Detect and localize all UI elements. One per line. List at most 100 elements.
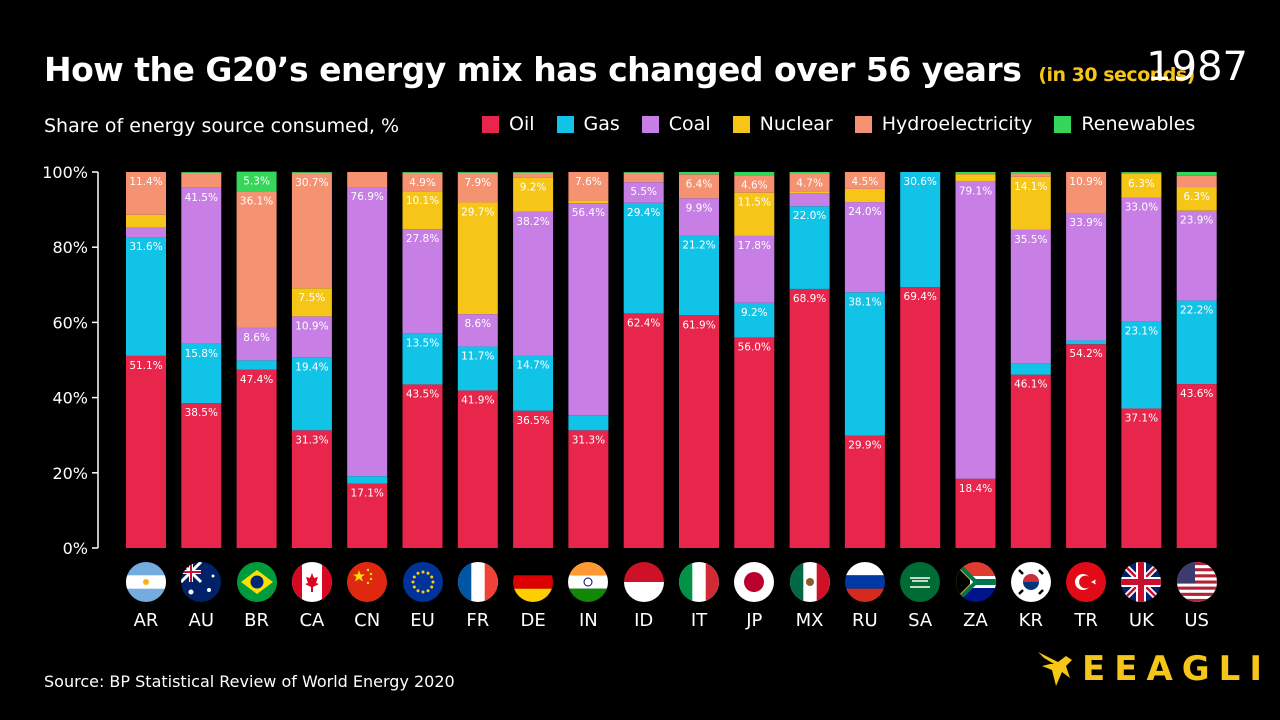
bar-segment-coal-eu	[402, 229, 443, 334]
data-label-nuclear-fr: 29.7%	[461, 206, 494, 218]
legend: Oil Gas Coal Nuclear Hydroelectricity Re…	[482, 113, 1217, 135]
bar-segment-oil-cn	[347, 483, 388, 548]
bar-segment-coal-au	[181, 187, 222, 344]
country-label-au: AU	[188, 610, 215, 631]
country-label-eu: EU	[410, 610, 435, 631]
data-label-oil-sa: 69.4%	[904, 291, 937, 303]
data-label-coal-eu: 27.8%	[406, 233, 439, 245]
data-label-coal-za: 79.1%	[959, 185, 992, 197]
bar-segment-hydroelectricity-it	[679, 174, 719, 199]
legend-swatch-hydro	[854, 115, 872, 133]
legend-swatch-coal	[641, 115, 659, 133]
bar-segment-coal-it	[679, 198, 719, 236]
flag-icon-sa	[900, 562, 941, 602]
brand-name: EEAGLI	[1082, 649, 1271, 689]
bar-segment-oil-kr	[1010, 374, 1051, 548]
bar-segment-gas-de	[513, 355, 554, 411]
bar-segment-hydroelectricity-us	[1176, 175, 1217, 188]
country-label-tr: TR	[1074, 610, 1098, 631]
data-label-oil-cn: 17.1%	[351, 488, 384, 500]
data-label-nuclear-jp: 11.5%	[738, 197, 771, 209]
bar-segment-hydroelectricity-ru	[844, 172, 885, 189]
bar-segment-oil-fr	[457, 390, 498, 548]
data-label-oil-de: 36.5%	[516, 415, 549, 427]
data-label-oil-ar: 51.1%	[129, 360, 162, 372]
data-label-gas-fr: 11.7%	[461, 350, 494, 362]
bar-segment-gas-it	[679, 235, 719, 316]
data-label-hydroelectricity-in: 7.6%	[575, 176, 602, 188]
bar-segment-renewables-kr	[1010, 172, 1051, 174]
data-label-coal-ru: 24.0%	[848, 206, 881, 218]
data-label-coal-in: 56.4%	[572, 207, 605, 219]
bar-segment-renewables-id	[623, 172, 664, 173]
data-label-hydroelectricity-ru: 4.5%	[852, 176, 879, 188]
bar-segment-coal-tr	[1066, 212, 1107, 341]
flag-icon-uk	[1121, 562, 1162, 602]
bar-segment-renewables-de	[513, 172, 554, 173]
data-label-gas-sa: 30.6%	[904, 176, 937, 188]
data-label-coal-tr: 33.9%	[1069, 217, 1102, 229]
data-label-coal-id: 5.5%	[630, 186, 657, 198]
legend-swatch-oil	[482, 115, 499, 133]
data-label-oil-in: 31.3%	[572, 434, 605, 446]
data-label-gas-id: 29.4%	[627, 207, 660, 219]
bar-segment-oil-us	[1176, 384, 1217, 548]
bar-segment-renewables-jp	[734, 172, 775, 176]
bar-segment-oil-ru	[844, 435, 885, 548]
legend-swatch-renewables	[1054, 115, 1072, 133]
bar-segment-nuclear-eu	[402, 191, 443, 230]
data-label-oil-br: 47.4%	[240, 374, 273, 386]
bar-segment-hydroelectricity-mx	[789, 173, 830, 192]
flag-icon-eu	[402, 562, 443, 602]
bar-segment-coal-ca	[291, 316, 332, 358]
bar-segment-gas-ar	[126, 237, 166, 356]
bar-segment-oil-ca	[291, 430, 332, 548]
y-tick-label: 0%	[63, 539, 88, 558]
bar-segment-hydroelectricity-uk	[1121, 172, 1162, 174]
data-label-hydroelectricity-ca: 30.7%	[295, 177, 328, 189]
bar-segment-coal-in	[568, 203, 609, 416]
data-label-gas-uk: 23.1%	[1125, 326, 1158, 338]
y-tick-label: 60%	[52, 313, 88, 332]
bar-segment-nuclear-us	[1176, 187, 1217, 211]
flag-icon-kr	[1010, 562, 1051, 602]
bar-segment-oil-it	[679, 315, 719, 548]
bar-segment-hydroelectricity-kr	[1010, 173, 1051, 177]
data-label-coal-jp: 17.8%	[738, 240, 771, 252]
data-label-oil-it: 61.9%	[682, 319, 715, 331]
legend-swatch-nuclear	[732, 115, 750, 133]
bar-segment-hydroelectricity-tr	[1066, 172, 1107, 213]
bar-segment-gas-uk	[1121, 321, 1162, 409]
country-label-ru: RU	[852, 610, 878, 631]
source-note: Source: BP Statistical Review of World E…	[44, 672, 455, 691]
flag-icon-ca	[291, 562, 332, 602]
data-label-oil-uk: 37.1%	[1125, 413, 1158, 425]
bar-segment-gas-fr	[457, 346, 498, 391]
legend-item-coal: Coal	[641, 113, 711, 135]
bar-segment-hydroelectricity-id	[623, 172, 664, 183]
legend-label-hydro: Hydroelectricity	[881, 113, 1033, 135]
y-tick-label: 80%	[52, 238, 88, 257]
legend-item-oil: Oil	[482, 113, 535, 135]
bar-segment-nuclear-fr	[457, 202, 498, 315]
brand-logo: EEAGLI	[1036, 648, 1271, 690]
data-label-coal-it: 9.9%	[686, 202, 713, 214]
bar-segment-nuclear-ar	[126, 214, 166, 228]
bar-segment-hydroelectricity-de	[513, 172, 554, 178]
flag-icon-tr	[1066, 562, 1107, 602]
bar-segment-oil-mx	[789, 288, 830, 548]
data-label-hydroelectricity-jp: 4.6%	[741, 179, 768, 191]
country-label-sa: SA	[908, 610, 933, 631]
bar-segment-oil-br	[236, 369, 277, 548]
flag-icon-za	[955, 562, 996, 602]
legend-label-renewables: Renewables	[1081, 113, 1196, 135]
bar-segment-gas-jp	[734, 302, 775, 338]
flag-icon-us	[1176, 562, 1217, 602]
bar-segment-gas-ca	[291, 357, 332, 431]
bar-segment-hydroelectricity-fr	[457, 172, 498, 203]
bar-segment-nuclear-in	[568, 200, 609, 204]
bar-segment-oil-eu	[402, 384, 443, 548]
bar-segment-hydroelectricity-jp	[734, 175, 775, 193]
bar-segment-coal-br	[236, 328, 277, 361]
data-label-coal-br: 8.6%	[243, 332, 270, 344]
